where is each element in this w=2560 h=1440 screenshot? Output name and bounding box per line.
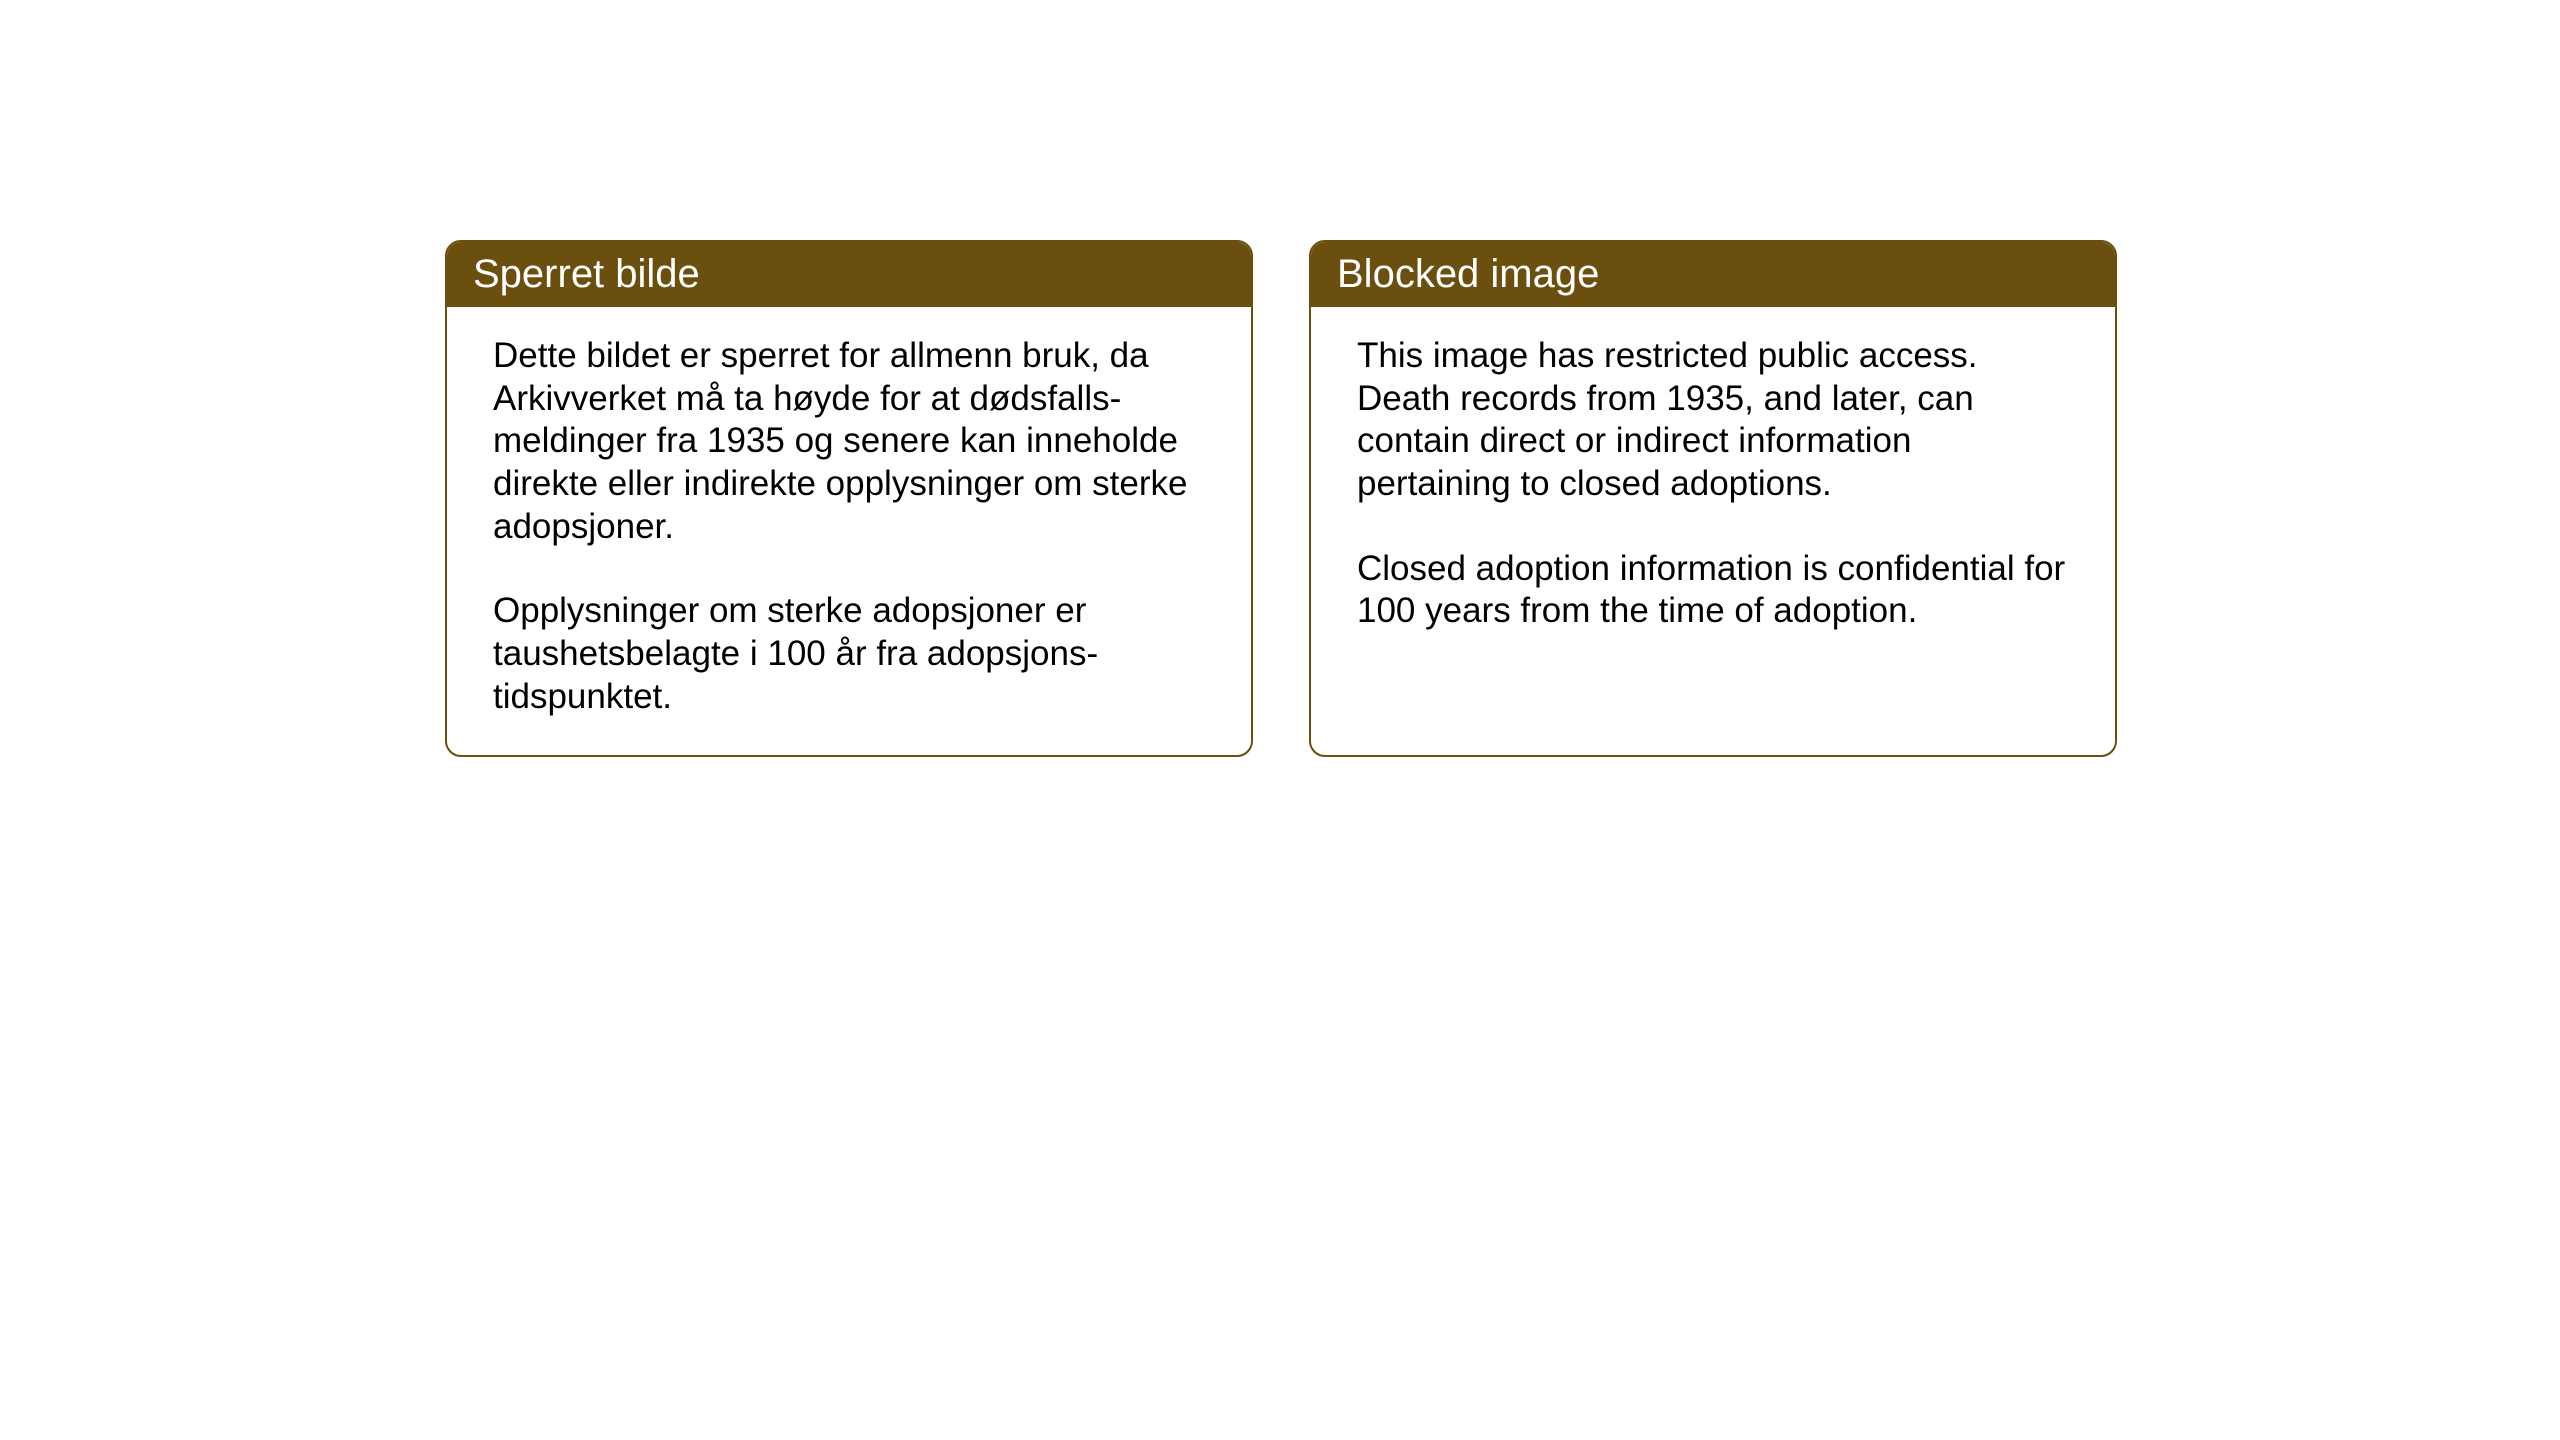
card-title-norwegian: Sperret bilde [473,252,700,296]
card-body-english: This image has restricted public access.… [1311,307,2115,737]
notice-paragraph-2-english: Closed adoption information is confident… [1357,548,2069,633]
card-body-norwegian: Dette bildet er sperret for allmenn bruk… [447,307,1251,755]
card-title-english: Blocked image [1337,252,1599,296]
card-header-norwegian: Sperret bilde [447,242,1251,307]
card-header-english: Blocked image [1311,242,2115,307]
notice-paragraph-1-norwegian: Dette bildet er sperret for allmenn bruk… [493,335,1205,548]
notice-card-english: Blocked image This image has restricted … [1309,240,2117,757]
notice-container: Sperret bilde Dette bildet er sperret fo… [445,240,2117,757]
notice-paragraph-1-english: This image has restricted public access.… [1357,335,2069,506]
notice-card-norwegian: Sperret bilde Dette bildet er sperret fo… [445,240,1253,757]
notice-paragraph-2-norwegian: Opplysninger om sterke adopsjoner er tau… [493,590,1205,718]
